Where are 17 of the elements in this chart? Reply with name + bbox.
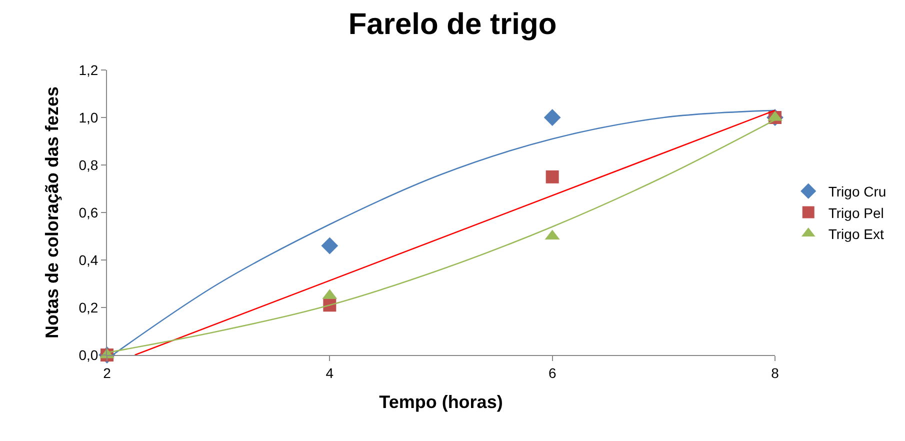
y-tick-label: 1,2 (78, 62, 98, 78)
y-tick-label: 0,0 (78, 346, 98, 363)
y-tick-label: 0,8 (78, 156, 98, 173)
x-tick-label: 4 (326, 364, 334, 381)
legend-label: Trigo Pel (828, 204, 884, 221)
y-tick-label: 0,6 (78, 204, 98, 220)
chart-title: Farelo de trigo (348, 8, 557, 42)
legend-label: Trigo Cru (828, 184, 886, 200)
y-axis-title: Notas de coloração das fezes (42, 86, 62, 339)
x-tick-label: 8 (771, 364, 780, 381)
y-tick-label: 0,4 (78, 252, 98, 268)
x-axis-title: Tempo (horas) (379, 392, 503, 412)
y-tick-label: 0,2 (78, 299, 98, 316)
x-tick-label: 6 (548, 364, 556, 381)
x-tick-label: 2 (103, 364, 112, 381)
y-tick-label: 1,0 (78, 109, 98, 126)
legend-label: Trigo Ext (828, 226, 884, 242)
